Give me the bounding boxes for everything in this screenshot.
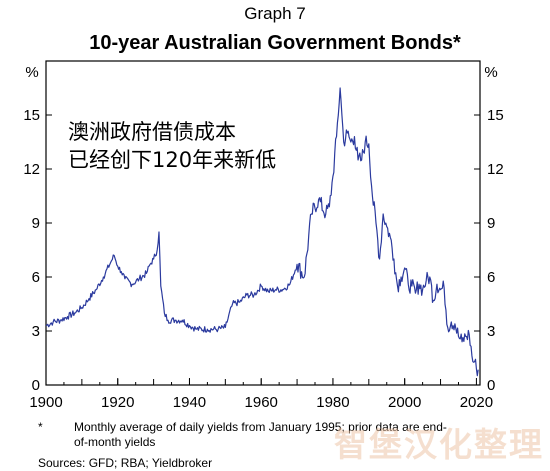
y-tick-label-right: 6 — [487, 269, 495, 286]
x-tick-label: 2000 — [388, 394, 421, 411]
x-tick-label: 1900 — [29, 394, 62, 411]
x-tick-label: 1940 — [173, 394, 206, 411]
y-tick-label-right: 12 — [487, 161, 504, 178]
axis-tick-labels: 0 0 3 3 6 6 9 9 12 12 15 15 1900 1920 1940 1960 1980 2000… — [23, 107, 503, 411]
y-tick-label-left: 3 — [32, 323, 40, 340]
line-chart: 0 0 3 3 6 6 9 9 12 12 15 15 1900 1920 1940 1960 1980 2000… — [23, 60, 504, 411]
chinese-annotation: 澳洲政府借债成本 已经创下120年来新低 — [68, 118, 276, 174]
x-tick-label: 2020 — [460, 394, 493, 411]
y-tick-label-left: 0 — [32, 377, 40, 394]
chart-title: 10-year Australian Government Bonds* — [89, 32, 461, 54]
x-tick-label: 1920 — [101, 394, 134, 411]
y-unit-left: % — [25, 64, 38, 81]
y-tick-label-right: 3 — [487, 323, 495, 340]
y-tick-label-left: 6 — [32, 269, 40, 286]
y-unit-right: % — [484, 64, 497, 81]
y-tick-label-right: 9 — [487, 215, 495, 232]
graph-label: Graph 7 — [244, 4, 306, 23]
annotation-line-2: 已经创下120年来新低 — [68, 148, 277, 172]
x-tick-label: 1980 — [316, 394, 349, 411]
annotation-line-1: 澳洲政府借债成本 — [68, 120, 236, 144]
sources-line: Sources: GFD; RBA; Yieldbroker — [38, 456, 213, 470]
axis-ticks — [45, 114, 480, 386]
watermark: 智堡汉化整理 — [334, 425, 544, 464]
y-tick-label-right: 15 — [487, 107, 504, 124]
y-tick-label-left: 9 — [32, 215, 40, 232]
y-tick-label-left: 12 — [23, 161, 40, 178]
footnote-mark: * — [38, 420, 43, 434]
y-tick-label-left: 15 — [23, 107, 40, 124]
footnote-text: Monthly average of daily yields from Jan… — [74, 420, 447, 449]
x-tick-label: 1960 — [245, 394, 278, 411]
yield-series-line — [45, 87, 479, 377]
plot-frame — [45, 60, 481, 386]
y-tick-label-right: 0 — [487, 377, 495, 394]
